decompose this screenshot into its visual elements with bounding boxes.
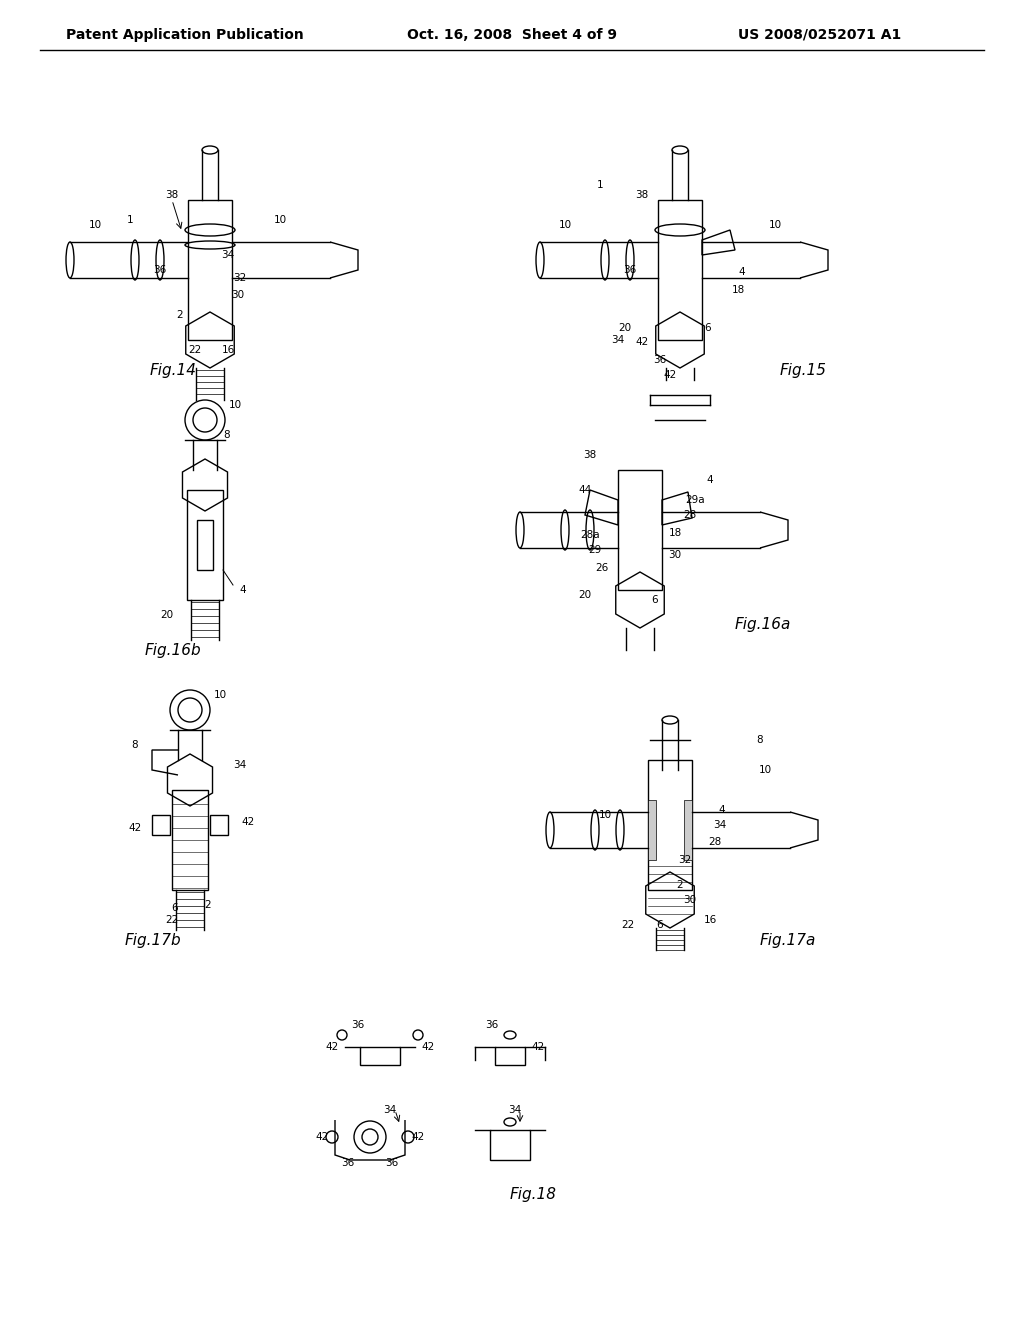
Text: 42: 42 xyxy=(128,822,141,833)
Text: Fig.17b: Fig.17b xyxy=(125,932,181,948)
Bar xyxy=(658,201,702,341)
Text: 1: 1 xyxy=(127,215,133,224)
Text: 4: 4 xyxy=(738,267,745,277)
Text: 6: 6 xyxy=(172,903,178,913)
Text: 29: 29 xyxy=(589,545,602,554)
Text: 2: 2 xyxy=(177,310,183,319)
Text: 1: 1 xyxy=(597,180,603,190)
Text: 42: 42 xyxy=(635,337,648,347)
Text: 8: 8 xyxy=(757,735,763,744)
Text: 20: 20 xyxy=(618,323,632,333)
Text: Patent Application Publication: Patent Application Publication xyxy=(67,28,304,42)
Text: 36: 36 xyxy=(341,1158,354,1168)
Text: 32: 32 xyxy=(233,273,247,282)
Text: 34: 34 xyxy=(383,1105,396,1115)
Text: 36: 36 xyxy=(653,355,667,366)
Text: US 2008/0252071 A1: US 2008/0252071 A1 xyxy=(738,28,901,42)
Text: 34: 34 xyxy=(714,820,727,830)
Text: 36: 36 xyxy=(485,1020,499,1030)
Text: 22: 22 xyxy=(622,920,635,931)
Text: 16: 16 xyxy=(703,915,717,925)
Text: 10: 10 xyxy=(88,220,101,230)
Text: 42: 42 xyxy=(242,817,255,828)
Text: 10: 10 xyxy=(558,220,571,230)
Text: 30: 30 xyxy=(683,895,696,906)
Text: 42: 42 xyxy=(412,1133,425,1142)
Text: Fig.17a: Fig.17a xyxy=(760,932,816,948)
Text: Fig.16a: Fig.16a xyxy=(735,618,792,632)
Text: 6: 6 xyxy=(651,595,658,605)
Bar xyxy=(648,760,692,890)
Text: Fig.16b: Fig.16b xyxy=(145,643,202,657)
Bar xyxy=(495,1047,525,1065)
Text: 2: 2 xyxy=(205,900,211,909)
Text: 6: 6 xyxy=(705,323,712,333)
Text: 18: 18 xyxy=(669,528,682,539)
Text: 42: 42 xyxy=(421,1041,434,1052)
Text: 28: 28 xyxy=(709,837,722,847)
Text: 10: 10 xyxy=(598,810,611,820)
Text: 34: 34 xyxy=(611,335,625,345)
Text: 4: 4 xyxy=(719,805,725,814)
Bar xyxy=(648,800,656,861)
Text: 42: 42 xyxy=(664,370,677,380)
Text: 36: 36 xyxy=(351,1020,365,1030)
Bar xyxy=(618,470,662,590)
Text: 42: 42 xyxy=(326,1041,339,1052)
Text: 36: 36 xyxy=(385,1158,398,1168)
Bar xyxy=(360,1047,400,1065)
Text: 44: 44 xyxy=(579,484,592,495)
Text: Oct. 16, 2008  Sheet 4 of 9: Oct. 16, 2008 Sheet 4 of 9 xyxy=(407,28,617,42)
Text: 38: 38 xyxy=(635,190,648,201)
Text: 10: 10 xyxy=(273,215,287,224)
Text: Fig.14: Fig.14 xyxy=(150,363,197,378)
Text: 26: 26 xyxy=(595,564,608,573)
Text: 16: 16 xyxy=(221,345,234,355)
Text: 22: 22 xyxy=(188,345,202,355)
Text: Fig.18: Fig.18 xyxy=(510,1188,557,1203)
Text: 10: 10 xyxy=(759,766,771,775)
Text: 34: 34 xyxy=(508,1105,521,1115)
Text: 8: 8 xyxy=(132,741,138,750)
Text: Fig.15: Fig.15 xyxy=(780,363,827,378)
Bar xyxy=(172,789,208,890)
Text: 32: 32 xyxy=(678,855,691,865)
Text: 34: 34 xyxy=(221,249,234,260)
Text: 18: 18 xyxy=(731,285,744,294)
Text: 42: 42 xyxy=(531,1041,545,1052)
Bar xyxy=(490,1130,530,1160)
Text: 30: 30 xyxy=(231,290,245,300)
Text: 38: 38 xyxy=(584,450,597,459)
Text: 8: 8 xyxy=(223,430,230,440)
Bar xyxy=(188,201,232,341)
Text: 10: 10 xyxy=(228,400,242,411)
Text: 38: 38 xyxy=(165,190,178,201)
Bar xyxy=(152,814,170,836)
Text: 20: 20 xyxy=(579,590,592,601)
Text: 4: 4 xyxy=(240,585,247,595)
Bar xyxy=(210,814,228,836)
Text: 36: 36 xyxy=(624,265,637,275)
Text: 10: 10 xyxy=(768,220,781,230)
Text: 42: 42 xyxy=(315,1133,329,1142)
Text: 36: 36 xyxy=(154,265,167,275)
Text: 6: 6 xyxy=(656,920,664,931)
Bar xyxy=(197,520,213,570)
Text: 30: 30 xyxy=(669,550,682,560)
Text: 20: 20 xyxy=(161,610,173,620)
Bar xyxy=(187,490,223,601)
Text: 34: 34 xyxy=(233,760,247,770)
Bar xyxy=(684,800,692,861)
Text: 10: 10 xyxy=(213,690,226,700)
Text: 4: 4 xyxy=(707,475,714,484)
Text: 29a: 29a xyxy=(685,495,705,506)
Text: 28a: 28a xyxy=(581,531,600,540)
Text: 22: 22 xyxy=(165,915,178,925)
Text: 2: 2 xyxy=(677,880,683,890)
Text: 28: 28 xyxy=(683,510,696,520)
